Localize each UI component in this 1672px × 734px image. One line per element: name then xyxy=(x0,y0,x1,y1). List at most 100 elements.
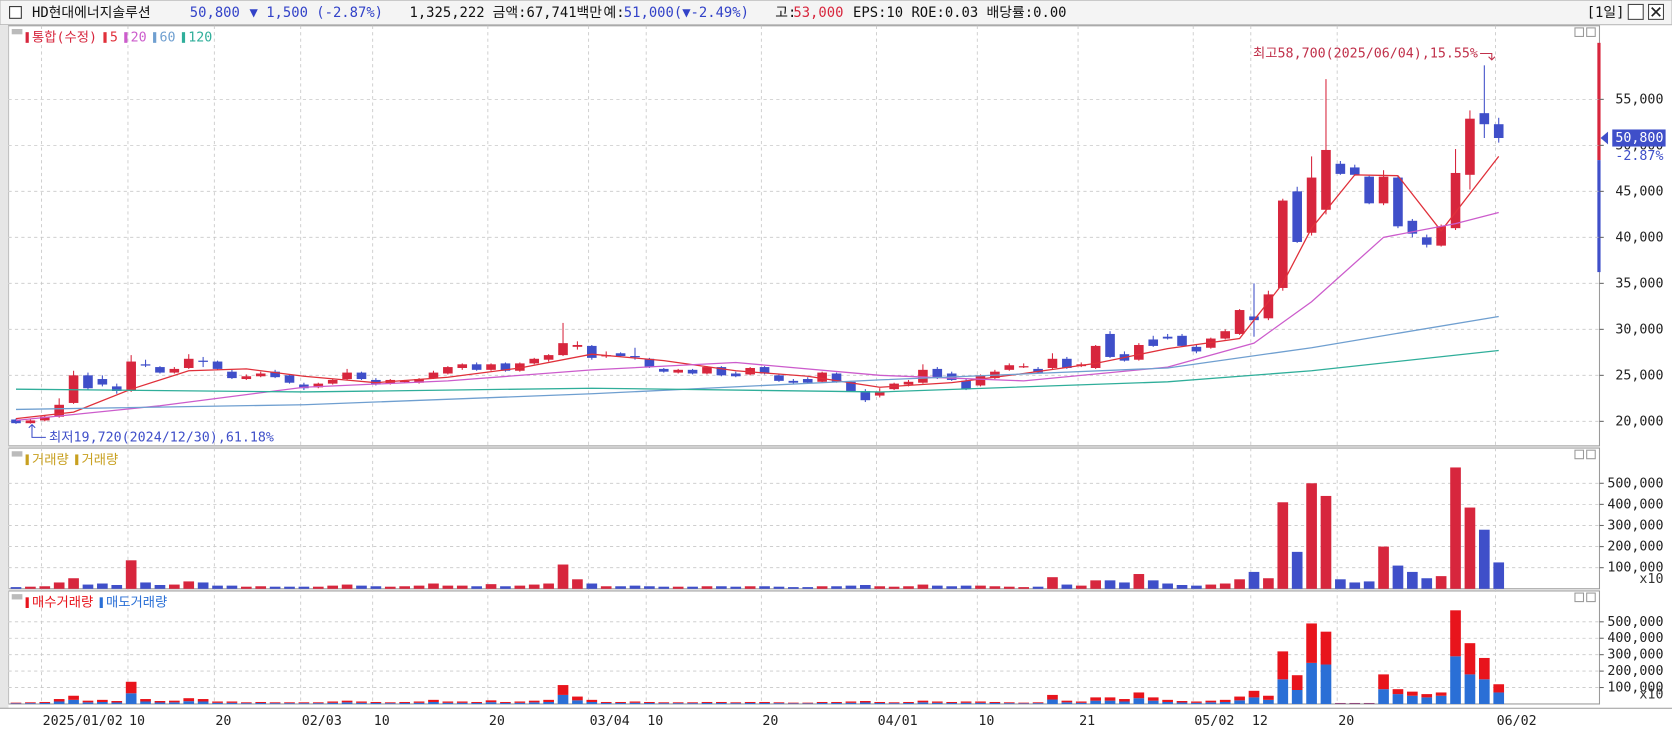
trade-bar-segment xyxy=(788,703,799,704)
volume-bar xyxy=(255,586,267,589)
period-button[interactable]: [1일] xyxy=(1587,5,1625,21)
trade-bar-segment xyxy=(1047,694,1058,700)
panel-icon[interactable] xyxy=(1586,27,1596,37)
trade-bar-segment xyxy=(212,702,223,704)
candle-body xyxy=(515,363,525,371)
volume-bar xyxy=(169,584,180,589)
panel-handle xyxy=(11,594,23,600)
trade-bar-segment xyxy=(888,702,900,704)
volume-bar xyxy=(183,581,195,589)
maximize-button[interactable] xyxy=(1627,3,1644,20)
candle-body xyxy=(227,371,237,379)
volume-bar xyxy=(1306,483,1317,589)
candle-body xyxy=(932,368,943,379)
checkbox[interactable] xyxy=(9,6,22,19)
legend-label: 매도거래량 xyxy=(106,595,167,611)
panel-icon[interactable] xyxy=(1574,449,1585,460)
buy-depth-bar xyxy=(1597,160,1601,273)
trade-bar-segment xyxy=(169,700,180,703)
trade-bar-segment xyxy=(644,701,655,703)
y-tick-label: 400,000 xyxy=(1607,631,1663,646)
volume-bar xyxy=(327,585,339,589)
candle-body xyxy=(25,420,36,424)
panel-icon[interactable] xyxy=(1586,449,1596,460)
trade-bar-segment xyxy=(903,702,914,704)
candle-body xyxy=(874,391,885,396)
candle-body xyxy=(1493,124,1504,139)
panel-icon[interactable] xyxy=(1574,27,1585,37)
trade-bar-segment xyxy=(744,702,756,704)
trade-bar-segment xyxy=(773,703,785,704)
trade-bar-segment xyxy=(845,702,857,704)
panel-handle xyxy=(11,28,23,35)
trade-bar-segment xyxy=(456,701,468,703)
trade-bar-segment xyxy=(1450,610,1461,657)
trade-bar-segment xyxy=(543,699,554,702)
volume-bar xyxy=(68,578,79,589)
volume-bar xyxy=(701,586,713,589)
trade-bar-segment xyxy=(687,702,698,704)
trade-bar-segment xyxy=(125,681,137,694)
trade-bar-segment xyxy=(975,702,986,704)
candle-body xyxy=(1335,163,1346,174)
panel-icon[interactable] xyxy=(1574,592,1585,603)
x-tick-label: 06/02 xyxy=(1497,714,1537,729)
candle-body xyxy=(615,353,626,357)
legend-marker xyxy=(181,32,186,43)
volume-bar xyxy=(759,586,770,589)
candle-body xyxy=(356,372,367,380)
legend-marker xyxy=(75,454,79,466)
y-tick-label: 45,000 xyxy=(1615,184,1663,199)
trade-bar-segment xyxy=(528,700,540,703)
trade-bar-segment xyxy=(68,699,79,704)
trade-bar-segment xyxy=(428,701,439,704)
x-tick-label: 03/04 xyxy=(590,714,630,729)
trade-bar-segment xyxy=(831,702,842,704)
trade-bar-segment xyxy=(1205,700,1217,703)
x-tick-label: 2025/01/02 xyxy=(43,714,123,729)
trade-bar-segment xyxy=(1075,701,1087,703)
trade-bar-segment xyxy=(1248,697,1260,704)
trade-bar-segment xyxy=(744,701,756,703)
trade-bar-segment xyxy=(716,702,727,704)
candle-body xyxy=(471,364,482,370)
volume-bar xyxy=(284,586,295,589)
trade-bar-segment xyxy=(528,702,540,704)
volume-bar xyxy=(212,585,223,589)
panel-icon[interactable] xyxy=(1586,592,1596,603)
last-change-label: -2.87% xyxy=(1615,149,1663,164)
trade-bar-segment xyxy=(1219,701,1231,704)
volume-bar xyxy=(773,586,785,589)
volume-bar xyxy=(1277,502,1289,589)
volume-bar xyxy=(572,579,583,589)
candle-body xyxy=(1479,113,1490,125)
trade-bar-segment xyxy=(500,701,511,703)
candle-body xyxy=(1090,345,1101,368)
volume-bar xyxy=(1219,583,1231,589)
legend-label: 매수거래량 xyxy=(32,595,93,611)
trade-bar-segment xyxy=(586,699,598,702)
trade-bar-segment xyxy=(989,702,1001,704)
legend-label: 거래량 xyxy=(32,452,69,468)
trade-bar-segment xyxy=(471,701,482,703)
high-annotation: 최고58,700(2025/06/04),15.55% xyxy=(1253,46,1478,62)
candle-body xyxy=(587,345,597,358)
candle-body xyxy=(255,373,266,377)
candle-body xyxy=(918,369,928,383)
trade-bar-segment xyxy=(960,701,972,703)
x-tick-label: 10 xyxy=(978,714,994,729)
trade-bar-segment xyxy=(759,702,770,704)
volume-bar xyxy=(1104,580,1116,589)
candle-body xyxy=(97,379,108,385)
volume-bar xyxy=(802,587,814,589)
trade-bar-segment xyxy=(1162,701,1173,704)
trade-bar-segment xyxy=(140,701,151,704)
volume-bar xyxy=(125,560,137,589)
candle-body xyxy=(673,369,683,373)
volume-bar xyxy=(1018,587,1030,589)
trade-bar-segment xyxy=(1450,656,1461,704)
trade-bar-segment xyxy=(1191,701,1202,703)
y-tick-label: 40,000 xyxy=(1615,230,1663,245)
volume-bar xyxy=(1205,584,1217,589)
